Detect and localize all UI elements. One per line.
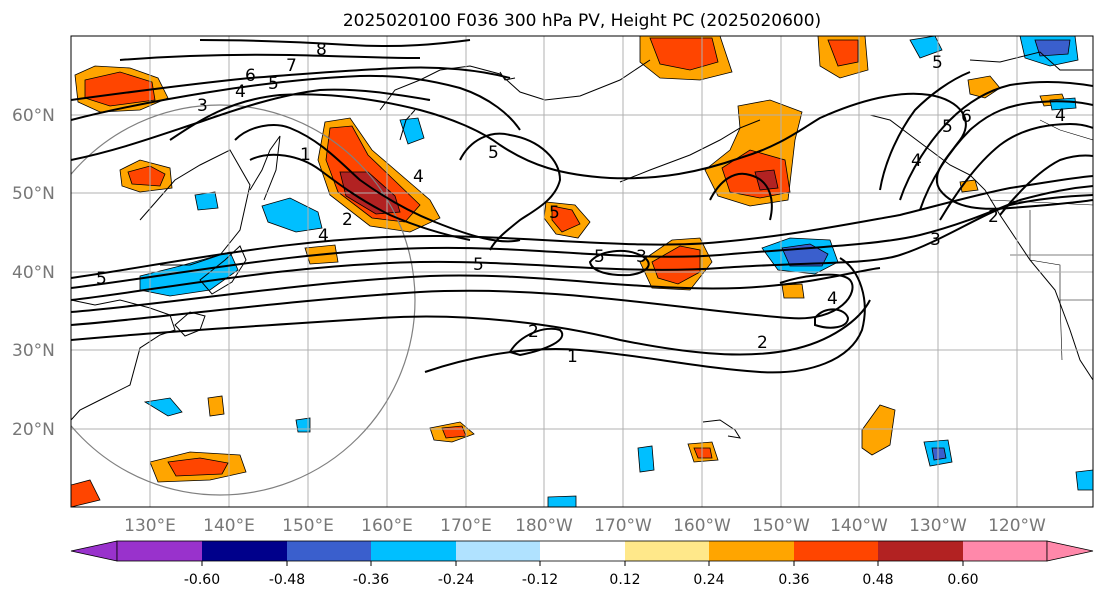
colorbar-segment — [540, 541, 625, 561]
contour-label: 6 — [961, 107, 972, 127]
lon-label: 180°W — [515, 516, 573, 536]
colorbar-segment — [117, 541, 202, 561]
figure-title: 2025020100 F036 300 hPa PV, Height PC (2… — [343, 11, 821, 31]
contour-label: 4 — [318, 226, 329, 246]
colorbar-ticks — [201, 561, 964, 566]
colorbar-segment — [709, 541, 794, 561]
colorbar-tick-label: 0.24 — [693, 572, 724, 588]
lon-label: 130°W — [909, 516, 967, 536]
lat-label: 30°N — [12, 341, 55, 361]
latitude-labels: 60°N 50°N 40°N 30°N 20°N — [12, 106, 55, 440]
map-panel: 8 7 6 5 4 3 1 2 4 5 4 5 5 5 3 2 1 2 4 5 — [70, 35, 1094, 508]
contour-label: 5 — [549, 203, 560, 223]
colorbar-low-extend — [70, 540, 118, 562]
colorbar-tick-labels: -0.60 -0.48 -0.36 -0.24 -0.12 0.12 0.24 … — [184, 572, 979, 588]
lat-label: 50°N — [12, 184, 55, 204]
contour-label: 3 — [197, 96, 208, 116]
colorbar-tick-label: 0.48 — [862, 572, 893, 588]
contour-label: 5 — [488, 143, 499, 163]
range-circle — [71, 104, 416, 496]
lon-label: 170°W — [594, 516, 652, 536]
lat-label: 20°N — [12, 420, 55, 440]
contour-label: 5 — [268, 74, 279, 94]
lat-label: 60°N — [12, 106, 55, 126]
contour-label: 4 — [235, 82, 246, 102]
contour-label: 4 — [1055, 106, 1066, 126]
map-frame — [70, 35, 1094, 508]
colorbar-segment — [625, 541, 709, 561]
contour-label: 1 — [300, 145, 311, 165]
colorbar-tick-label: 0.60 — [947, 572, 978, 588]
longitude-labels: 130°E 140°E 150°E 160°E 170°E 180°W 170°… — [124, 516, 1046, 536]
contour-label: 1 — [567, 347, 578, 367]
lon-label: 140°E — [203, 516, 255, 536]
lon-label: 160°W — [673, 516, 731, 536]
colorbar-high-extend — [1046, 540, 1094, 562]
lon-label: 120°W — [988, 516, 1046, 536]
lon-label: 150°W — [752, 516, 810, 536]
colorbar-tick-label: -0.48 — [269, 572, 305, 588]
contour-label: 2 — [757, 333, 768, 353]
contour-label: 5 — [594, 247, 605, 267]
colorbar: -0.60 -0.48 -0.36 -0.24 -0.12 0.12 0.24 … — [70, 540, 1094, 588]
contour-label: 5 — [96, 269, 107, 289]
contour-label: 4 — [827, 289, 838, 309]
colorbar-tick-label: 0.12 — [609, 572, 640, 588]
height-contours — [71, 39, 1093, 374]
colorbar-tick-label: -0.12 — [522, 572, 558, 588]
contour-label: 5 — [473, 255, 484, 275]
contour-label: 3 — [636, 247, 647, 267]
colorbar-segments — [116, 540, 1048, 562]
lon-label: 150°E — [282, 516, 334, 536]
contour-label: 4 — [413, 167, 424, 187]
contour-label: 2 — [988, 207, 999, 227]
contour-label: 7 — [286, 56, 297, 76]
lat-label: 40°N — [12, 263, 55, 283]
contour-label: 2 — [342, 210, 353, 230]
negative-anomalies — [139, 36, 1093, 507]
contour-label: 4 — [911, 151, 922, 171]
lon-label: 130°E — [124, 516, 176, 536]
colorbar-tick-label: -0.60 — [184, 572, 220, 588]
colorbar-segment — [794, 541, 878, 561]
colorbar-tick-label: 0.36 — [778, 572, 809, 588]
contour-label: 8 — [316, 40, 327, 60]
coastlines — [71, 51, 1093, 439]
colorbar-segment — [963, 541, 1047, 561]
colorbar-segment — [456, 541, 540, 561]
contour-labels: 8 7 6 5 4 3 1 2 4 5 4 5 5 5 3 2 1 2 4 5 — [96, 40, 1066, 367]
lon-label: 160°E — [361, 516, 413, 536]
lon-label: 170°E — [440, 516, 492, 536]
colorbar-segment — [878, 541, 963, 561]
lon-label: 140°W — [830, 516, 888, 536]
colorbar-tick-label: -0.36 — [353, 572, 389, 588]
contour-label: 6 — [245, 66, 256, 86]
colorbar-tick-label: -0.24 — [438, 572, 474, 588]
colorbar-segment — [287, 541, 371, 561]
colorbar-segment — [202, 541, 287, 561]
contour-label: 5 — [932, 53, 943, 73]
colorbar-segment — [371, 541, 456, 561]
contour-label: 5 — [942, 117, 953, 137]
contour-label: 3 — [930, 230, 941, 250]
contour-label: 2 — [528, 322, 539, 342]
